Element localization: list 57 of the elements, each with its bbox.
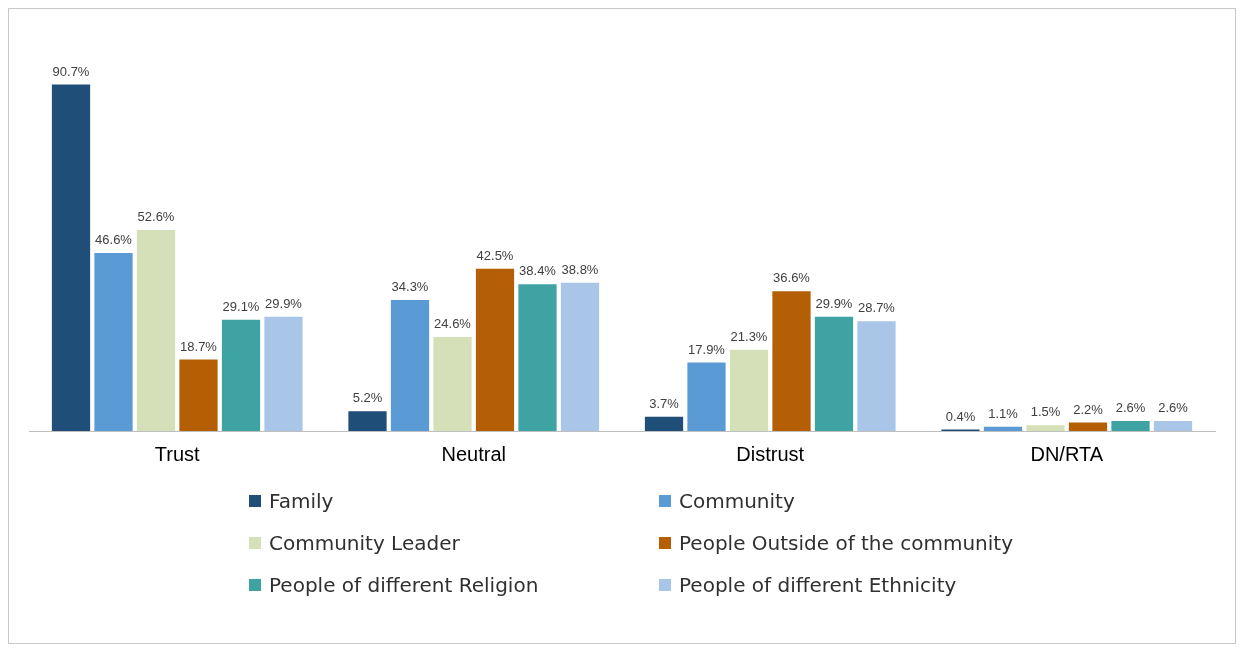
x-tick-label: DN/RTA	[1030, 442, 1104, 465]
bar	[772, 291, 811, 431]
legend-label: Community	[679, 489, 795, 513]
bar	[644, 416, 684, 431]
bar	[560, 282, 600, 431]
data-label: 2.2%	[1073, 401, 1104, 417]
bar	[51, 84, 91, 431]
data-label: 1.1%	[988, 405, 1019, 421]
bar	[1068, 422, 1108, 431]
x-tick-label: Distrust	[736, 442, 805, 465]
data-label: 18.7%	[180, 338, 218, 354]
data-label: 29.9%	[265, 295, 303, 311]
data-label: 36.6%	[773, 270, 811, 286]
bar	[1153, 421, 1193, 431]
data-label: 24.6%	[434, 316, 472, 332]
bar	[475, 268, 515, 431]
data-label: 29.1%	[222, 298, 260, 314]
bar	[221, 319, 261, 431]
bar	[348, 411, 387, 431]
data-label: 46.6%	[95, 232, 133, 248]
bar	[179, 359, 218, 431]
bar	[433, 337, 472, 431]
data-label: 28.7%	[858, 300, 896, 316]
data-label: 2.6%	[1158, 400, 1189, 416]
legend-label: People of different Religion	[269, 573, 539, 597]
bar	[857, 321, 896, 431]
data-label: 17.9%	[688, 341, 726, 357]
legend-label: Family	[269, 489, 334, 513]
data-label: 3.7%	[649, 395, 680, 411]
data-label: 29.9%	[815, 295, 853, 311]
data-label: 52.6%	[137, 209, 175, 225]
data-label: 38.8%	[561, 261, 599, 277]
data-label: 90.7%	[52, 63, 90, 79]
bar	[1026, 425, 1065, 431]
bar	[264, 316, 303, 431]
bar	[687, 362, 726, 431]
legend-label: People Outside of the community	[679, 531, 1013, 555]
bar	[94, 252, 133, 431]
bar	[983, 426, 1023, 431]
data-label: 2.6%	[1115, 400, 1146, 416]
data-label: 1.5%	[1030, 404, 1061, 420]
bar	[814, 316, 854, 431]
data-label: 21.3%	[730, 328, 768, 344]
data-label: 0.4%	[945, 408, 976, 424]
bar	[729, 349, 769, 431]
bar	[390, 299, 430, 431]
x-tick-label: Trust	[154, 442, 201, 465]
legend-label: Community Leader	[269, 531, 460, 555]
data-label: 34.3%	[391, 279, 429, 295]
legend-label: People of different Ethnicity	[679, 573, 957, 597]
data-label: 42.5%	[476, 247, 514, 263]
data-label: 5.2%	[352, 390, 383, 406]
bar	[518, 284, 557, 431]
data-label: 38.4%	[519, 263, 557, 279]
bar	[1111, 421, 1150, 431]
x-tick-label: Neutral	[441, 442, 506, 465]
bar	[136, 230, 176, 431]
